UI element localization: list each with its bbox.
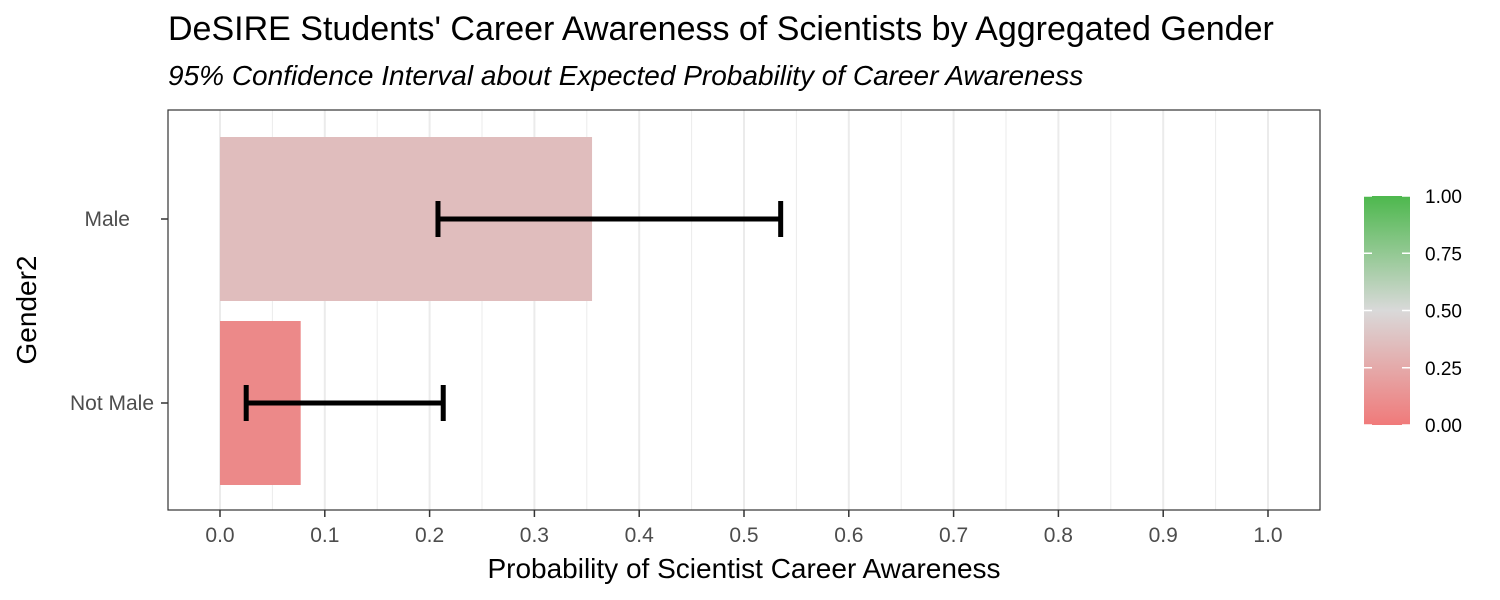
y-axis: Male Not Male <box>70 208 168 415</box>
legend-tick-label: 0.25 <box>1425 359 1462 380</box>
chart-subtitle: 95% Confidence Interval about Expected P… <box>168 60 1084 91</box>
x-tick-label: 0.4 <box>625 524 655 547</box>
legend-tick-label: 0.50 <box>1425 302 1462 323</box>
x-tick-label: 0.1 <box>310 524 339 547</box>
legend-tick-label: 0.75 <box>1425 244 1462 265</box>
legend-tick-label: 0.00 <box>1425 416 1462 437</box>
y-tick-label: Not Male <box>70 392 154 415</box>
x-tick-label: 0.9 <box>1149 524 1178 547</box>
y-tick-label: Male <box>84 208 130 231</box>
x-tick-label: 0.7 <box>939 524 968 547</box>
legend-tick-label: 1.00 <box>1425 187 1462 208</box>
x-tick-label: 1.0 <box>1253 524 1282 547</box>
chart-title: DeSIRE Students' Career Awareness of Sci… <box>168 10 1274 48</box>
y-axis-title: Gender2 <box>11 256 42 365</box>
color-legend: 1.00 0.75 0.50 0.25 0.00 <box>1364 187 1462 437</box>
x-tick-label: 0.2 <box>415 524 444 547</box>
x-tick-label: 0.0 <box>205 524 234 547</box>
x-tick-label: 0.8 <box>1044 524 1073 547</box>
x-axis-title: Probability of Scientist Career Awarenes… <box>487 553 1000 584</box>
error-bars <box>243 201 784 421</box>
bars <box>220 137 593 485</box>
x-tick-label: 0.5 <box>729 524 758 547</box>
x-tick-label: 0.6 <box>834 524 863 547</box>
x-tick-label: 0.3 <box>520 524 549 547</box>
x-axis: 0.0 0.1 0.2 0.3 0.4 0.5 0.6 0.7 0.8 0.9 1.0 <box>205 510 1283 547</box>
